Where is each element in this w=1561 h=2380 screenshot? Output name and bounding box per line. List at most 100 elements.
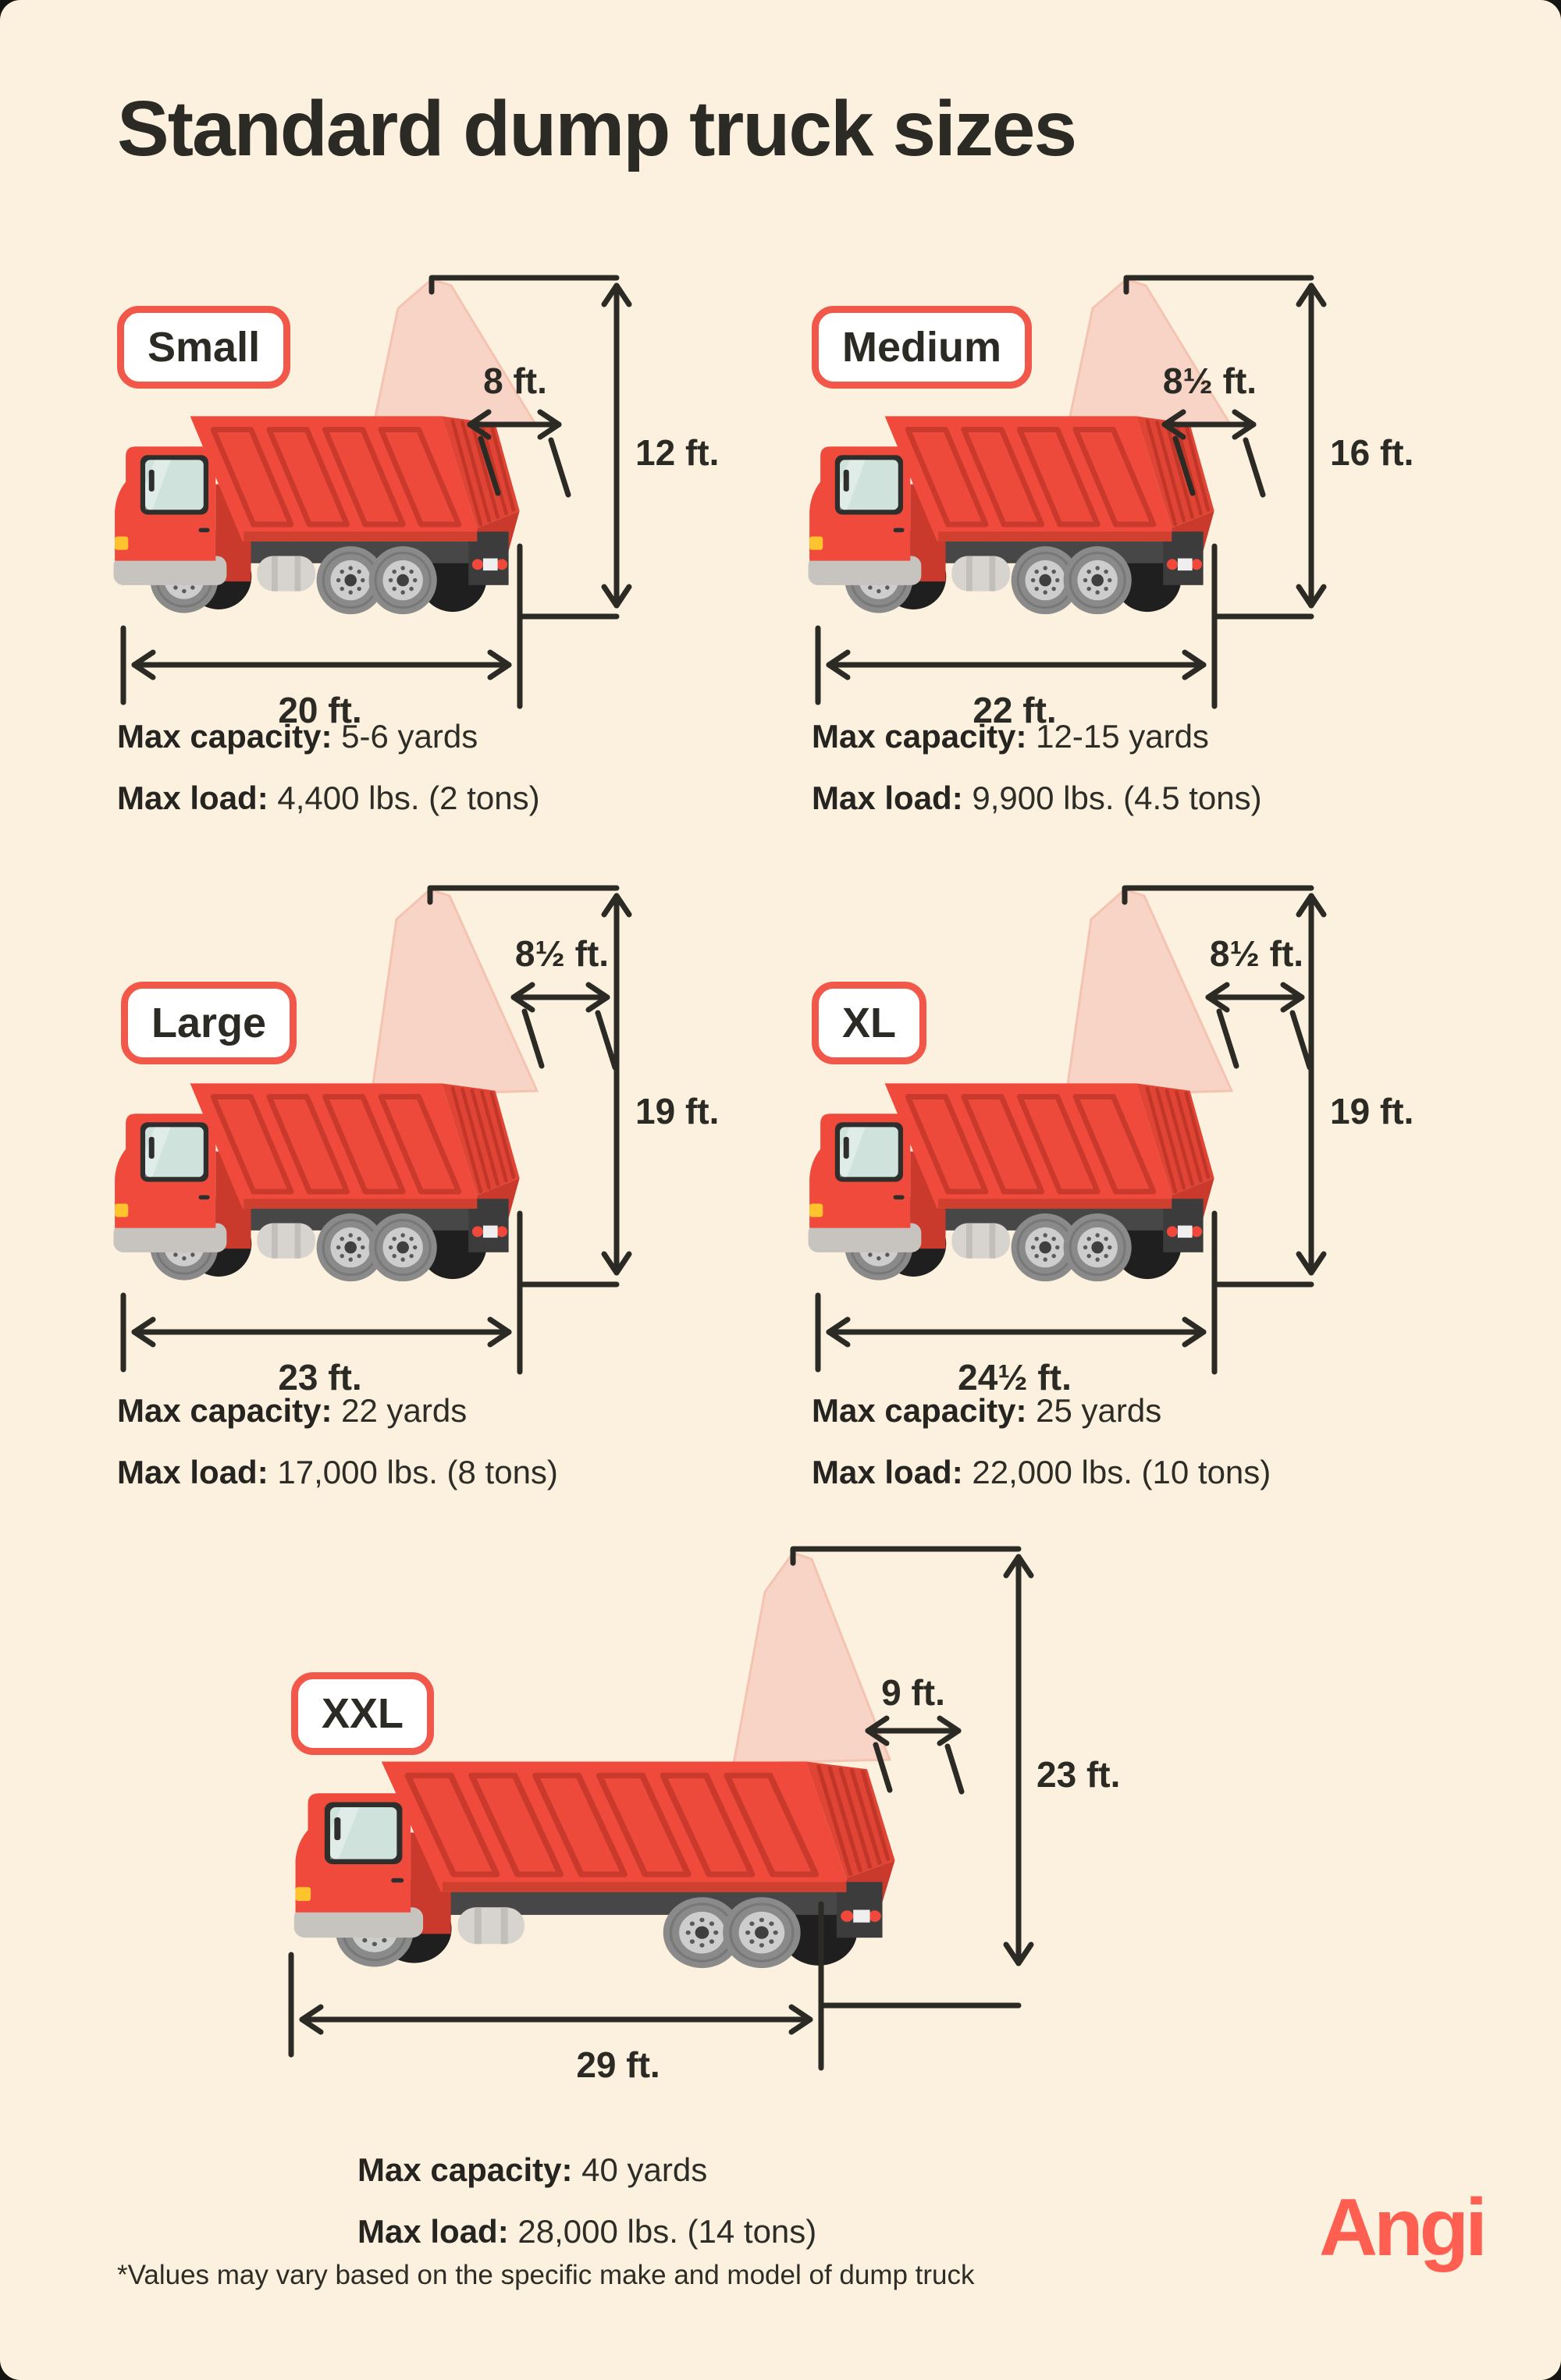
max-load-key: Max load: <box>117 1453 268 1490</box>
bed-width-label: 9 ft. <box>881 1672 945 1713</box>
page-title: Standard dump truck sizes <box>117 85 1077 172</box>
length-label: 23 ft. <box>278 1357 361 1398</box>
max-load-value: 4,400 lbs. (2 tons) <box>277 779 540 816</box>
size-badge-medium: Medium <box>812 306 1033 389</box>
max-capacity-line: Max capacity: 12-15 yards <box>812 716 1262 758</box>
max-capacity-value: 40 yards <box>581 2151 708 2188</box>
top-reference-line <box>428 275 620 295</box>
bed-width-tick-left <box>521 1008 545 1069</box>
height-label: 16 ft. <box>1330 432 1413 473</box>
max-load-line: Max load: 22,000 lbs. (10 tons) <box>812 1452 1271 1494</box>
bed-width-tick-right <box>548 437 571 498</box>
bed-width-tick-right <box>944 1743 965 1795</box>
max-capacity-value: 22 yards <box>341 1392 468 1429</box>
max-load-key: Max load: <box>117 779 268 816</box>
height-label: 19 ft. <box>1330 1091 1413 1131</box>
tipped-bed-ghost <box>372 278 537 429</box>
max-load-line: Max load: 9,900 lbs. (4.5 tons) <box>812 778 1262 819</box>
capacity-xxl: Max capacity: 40 yards Max load: 28,000 … <box>357 2150 816 2272</box>
max-capacity-key: Max capacity: <box>117 718 332 755</box>
capacity-small: Max capacity: 5-6 yards Max load: 4,400 … <box>117 716 540 839</box>
top-reference-line <box>790 1546 1022 1566</box>
size-badge-xxl: XXL <box>291 1672 435 1756</box>
section-xxl: 23 ft. 9 ft. 29 ft. XXL Max capacity: 40… <box>265 1529 1147 2318</box>
max-capacity-line: Max capacity: 22 yards <box>117 1391 558 1432</box>
dump-truck-illustration <box>809 1083 1214 1281</box>
dimension-annotations: 19 ft. 8½ ft. 23 ft. <box>120 885 719 1398</box>
length-label: 24½ ft. <box>958 1357 1072 1398</box>
dimension-annotations: 12 ft. 8 ft. 20 ft. <box>120 275 719 730</box>
top-reference-line <box>1123 275 1314 295</box>
bed-width-label: 8 ft. <box>483 361 547 401</box>
size-badge-small: Small <box>117 306 291 389</box>
height-label: 19 ft. <box>635 1091 719 1131</box>
bed-width-tick-right <box>595 1010 618 1071</box>
max-capacity-line: Max capacity: 5-6 yards <box>117 716 540 758</box>
bed-width-tick-left <box>1172 435 1196 496</box>
large-diagram: 19 ft. 8½ ft. 23 ft. <box>86 885 719 1398</box>
bed-width-tick-left <box>1216 1008 1239 1069</box>
max-load-value: 17,000 lbs. (8 tons) <box>277 1453 558 1490</box>
dimension-annotations: 19 ft. 8½ ft. 24½ ft. <box>815 885 1413 1398</box>
size-badge-large: Large <box>121 982 297 1065</box>
length-label: 29 ft. <box>576 2044 660 2085</box>
max-load-key: Max load: <box>357 2212 509 2250</box>
size-badge-label: Small <box>148 324 261 371</box>
max-capacity-line: Max capacity: 25 yards <box>812 1391 1271 1432</box>
footnote: *Values may vary based on the specific m… <box>117 2260 975 2290</box>
section-large: 19 ft. 8½ ft. 23 ft. Large Max capacity:… <box>86 851 773 1553</box>
max-load-value: 9,900 lbs. (4.5 tons) <box>972 779 1262 816</box>
size-badge-label: Large <box>151 1000 267 1046</box>
tipped-bed-ghost <box>732 1551 892 1765</box>
section-xl: 19 ft. 8½ ft. 24½ ft. XL Max capacity: 2… <box>780 851 1467 1553</box>
max-capacity-key: Max capacity: <box>812 718 1027 755</box>
dump-truck-illustration <box>114 416 520 614</box>
bed-width-tick-right <box>1289 1010 1313 1071</box>
max-load-line: Max load: 17,000 lbs. (8 tons) <box>117 1452 558 1494</box>
angi-logo: Angi <box>1319 2183 1488 2273</box>
capacity-large: Max capacity: 22 yards Max load: 17,000 … <box>117 1391 558 1513</box>
size-badge-label: XL <box>842 1000 897 1046</box>
tipped-bed-ghost <box>1066 278 1232 429</box>
dump-truck-illustration <box>114 1083 520 1281</box>
max-load-value: 22,000 lbs. (10 tons) <box>972 1453 1271 1490</box>
dump-truck-illustration <box>294 1761 895 1968</box>
xl-diagram: 19 ft. 8½ ft. 24½ ft. <box>780 885 1413 1398</box>
bed-width-label: 8½ ft. <box>1163 361 1257 401</box>
bed-width-label: 8½ ft. <box>515 933 609 974</box>
max-capacity-value: 5-6 yards <box>341 718 478 755</box>
dimension-annotations: 16 ft. 8½ ft. 22 ft. <box>815 275 1413 730</box>
size-badge-label: XXL <box>322 1690 404 1737</box>
max-load-line: Max load: 28,000 lbs. (14 tons) <box>357 2211 816 2253</box>
bed-width-tick-left <box>873 1742 893 1793</box>
max-capacity-line: Max capacity: 40 yards <box>357 2150 816 2191</box>
bed-width-tick-right <box>1243 437 1266 498</box>
section-small: 12 ft. 8 ft. 20 ft. Small Max capacity: … <box>86 234 773 843</box>
length-label: 22 ft. <box>973 690 1056 730</box>
length-label: 20 ft. <box>278 690 361 730</box>
xxl-diagram: 23 ft. 9 ft. 29 ft. <box>288 1546 1120 2085</box>
max-capacity-value: 12-15 yards <box>1036 718 1209 755</box>
max-capacity-key: Max capacity: <box>357 2151 573 2188</box>
max-capacity-value: 25 yards <box>1036 1392 1162 1429</box>
bed-width-label: 8½ ft. <box>1210 933 1303 974</box>
bed-width-tick-left <box>478 435 501 496</box>
top-reference-line <box>427 885 620 905</box>
top-reference-line <box>1122 885 1314 905</box>
tipped-bed-ghost <box>370 888 539 1097</box>
dump-truck-illustration <box>809 416 1214 614</box>
max-load-line: Max load: 4,400 lbs. (2 tons) <box>117 778 540 819</box>
size-badge-label: Medium <box>842 324 1002 371</box>
size-badge-xl: XL <box>812 982 927 1065</box>
max-capacity-key: Max capacity: <box>812 1392 1027 1429</box>
max-load-key: Max load: <box>812 1453 963 1490</box>
max-capacity-key: Max capacity: <box>117 1392 332 1429</box>
tipped-bed-ghost <box>1065 888 1234 1097</box>
medium-diagram: 16 ft. 8½ ft. 22 ft. <box>780 275 1413 730</box>
dimension-annotations: 23 ft. 9 ft. 29 ft. <box>288 1546 1120 2085</box>
height-label: 12 ft. <box>635 432 719 473</box>
capacity-xl: Max capacity: 25 yards Max load: 22,000 … <box>812 1391 1271 1513</box>
section-medium: 16 ft. 8½ ft. 22 ft. Medium Max capacity… <box>780 234 1467 843</box>
small-diagram: 12 ft. 8 ft. 20 ft. <box>86 275 719 730</box>
